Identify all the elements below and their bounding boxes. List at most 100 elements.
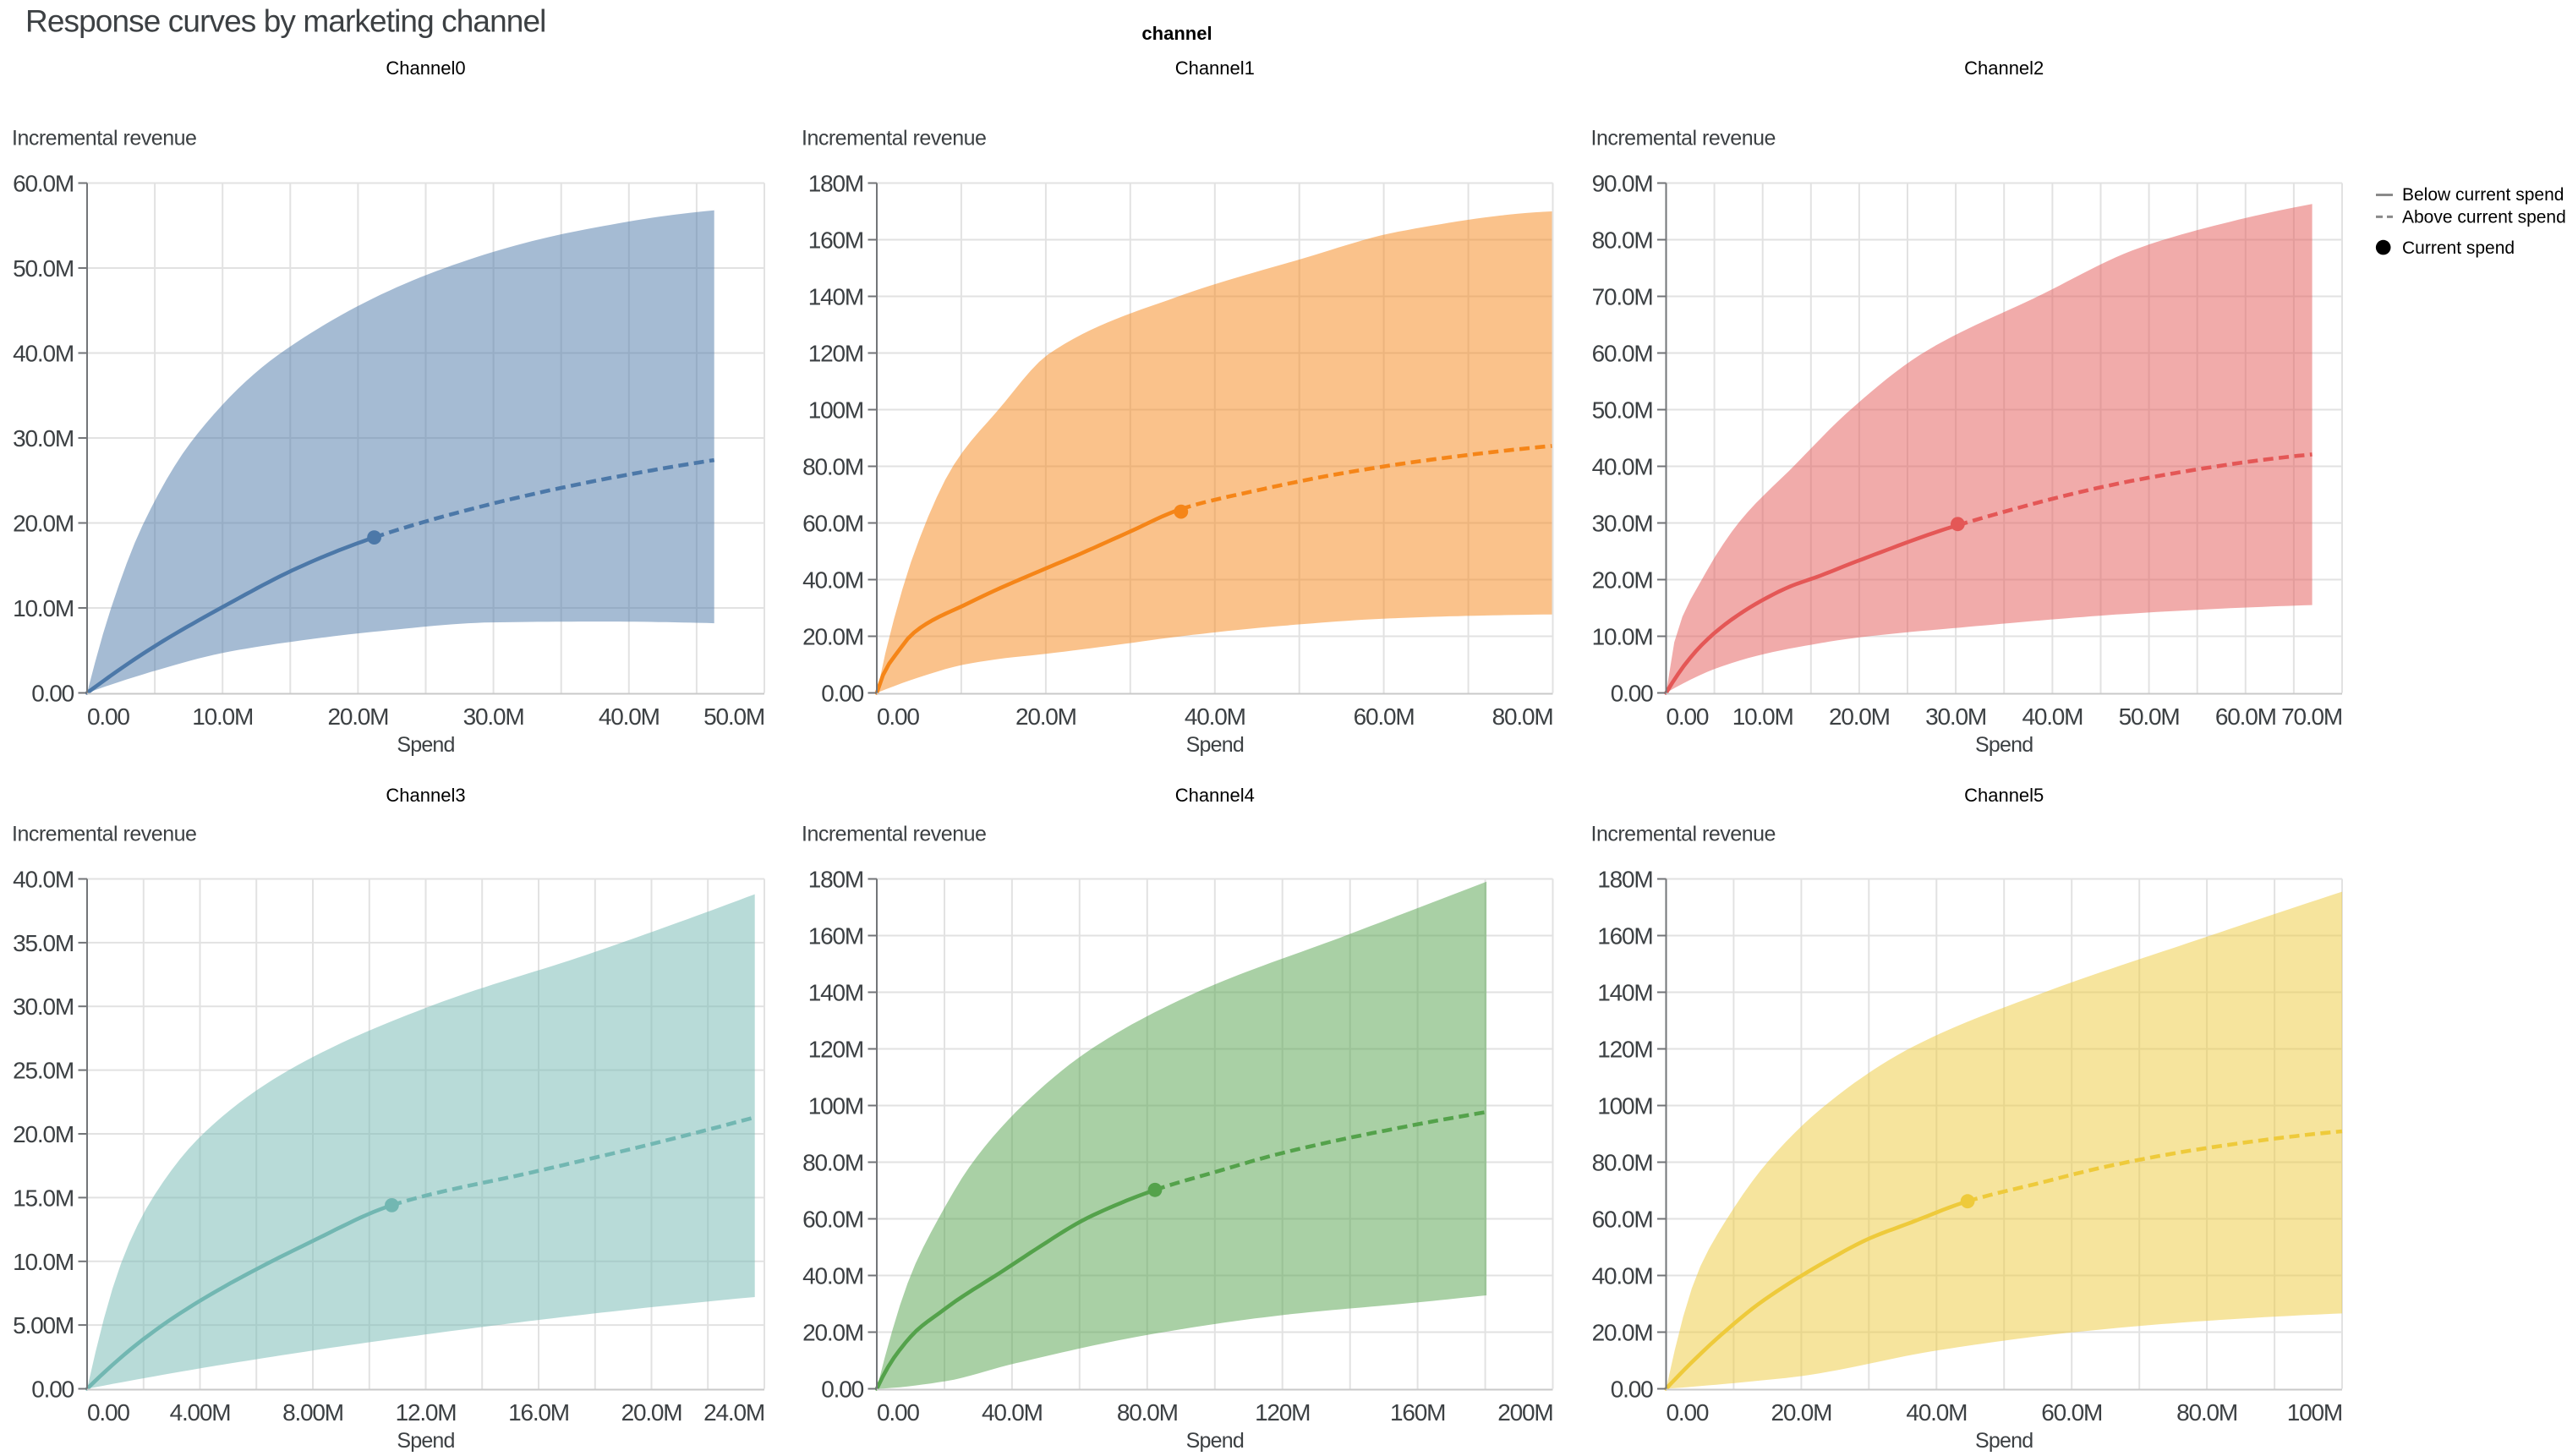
svg-text:Channel0: Channel0 <box>386 57 465 79</box>
svg-text:50.0M: 50.0M <box>1592 397 1653 424</box>
svg-text:Incremental revenue: Incremental revenue <box>802 823 986 846</box>
svg-text:Incremental revenue: Incremental revenue <box>802 127 986 151</box>
svg-text:80.0M: 80.0M <box>1492 703 1553 730</box>
svg-text:16.0M: 16.0M <box>508 1399 569 1426</box>
svg-text:4.00M: 4.00M <box>170 1399 231 1426</box>
svg-text:40.0M: 40.0M <box>2022 703 2083 730</box>
svg-text:160M: 160M <box>808 923 863 950</box>
svg-text:0.00: 0.00 <box>1611 1377 1653 1403</box>
svg-text:40.0M: 40.0M <box>802 567 863 594</box>
svg-text:10.0M: 10.0M <box>1592 624 1653 650</box>
svg-text:60.0M: 60.0M <box>2215 703 2276 730</box>
svg-text:Response curves by marketing c: Response curves by marketing channel <box>25 4 545 39</box>
svg-text:80.0M: 80.0M <box>1592 1150 1653 1176</box>
svg-text:40.0M: 40.0M <box>802 1263 863 1289</box>
svg-text:200M: 200M <box>1497 1399 1552 1426</box>
svg-text:0.00: 0.00 <box>31 1377 74 1403</box>
svg-text:140M: 140M <box>808 284 863 310</box>
svg-text:Spend: Spend <box>1186 1429 1244 1453</box>
svg-text:0.00: 0.00 <box>87 703 129 730</box>
svg-text:Spend: Spend <box>1975 1429 2033 1453</box>
svg-text:180M: 180M <box>808 867 863 893</box>
svg-text:0.00: 0.00 <box>877 1399 919 1426</box>
svg-text:Channel1: Channel1 <box>1175 57 1255 79</box>
svg-text:40.0M: 40.0M <box>599 703 660 730</box>
svg-text:80.0M: 80.0M <box>1592 227 1653 254</box>
svg-text:180M: 180M <box>808 171 863 197</box>
svg-text:20.0M: 20.0M <box>802 1320 863 1346</box>
svg-text:Channel2: Channel2 <box>1964 57 2044 79</box>
svg-text:30.0M: 30.0M <box>1925 703 1986 730</box>
svg-text:5.00M: 5.00M <box>13 1312 74 1338</box>
svg-text:20.0M: 20.0M <box>1592 1320 1653 1346</box>
svg-text:channel: channel <box>1141 23 1212 44</box>
svg-text:160M: 160M <box>1390 1399 1445 1426</box>
svg-text:60.0M: 60.0M <box>1354 703 1415 730</box>
svg-text:180M: 180M <box>1597 867 1652 893</box>
svg-text:30.0M: 30.0M <box>463 703 524 730</box>
svg-text:0.00: 0.00 <box>821 1377 863 1403</box>
svg-text:80.0M: 80.0M <box>2176 1399 2237 1426</box>
svg-text:100M: 100M <box>2287 1399 2342 1426</box>
svg-text:0.00: 0.00 <box>1667 703 1709 730</box>
svg-text:60.0M: 60.0M <box>1592 341 1653 367</box>
svg-text:Spend: Spend <box>1975 733 2033 757</box>
svg-text:20.0M: 20.0M <box>13 511 74 537</box>
svg-text:30.0M: 30.0M <box>1592 511 1653 537</box>
svg-text:20.0M: 20.0M <box>1771 1399 1831 1426</box>
svg-text:Spend: Spend <box>1186 733 1244 757</box>
svg-text:40.0M: 40.0M <box>1592 454 1653 480</box>
svg-text:120M: 120M <box>1597 1037 1652 1063</box>
svg-text:70.0M: 70.0M <box>1592 284 1653 310</box>
svg-text:60.0M: 60.0M <box>2041 1399 2102 1426</box>
svg-text:40.0M: 40.0M <box>1592 1263 1653 1289</box>
svg-text:120M: 120M <box>808 1037 863 1063</box>
svg-text:10.0M: 10.0M <box>13 1249 74 1275</box>
svg-text:Incremental revenue: Incremental revenue <box>1591 127 1776 151</box>
svg-text:Channel5: Channel5 <box>1964 785 2044 806</box>
svg-text:Channel4: Channel4 <box>1175 785 1255 806</box>
svg-text:12.0M: 12.0M <box>396 1399 457 1426</box>
svg-text:40.0M: 40.0M <box>1906 1399 1967 1426</box>
svg-text:20.0M: 20.0M <box>802 624 863 650</box>
svg-text:10.0M: 10.0M <box>1732 703 1793 730</box>
svg-text:20.0M: 20.0M <box>1592 567 1653 594</box>
svg-text:60.0M: 60.0M <box>802 1207 863 1233</box>
svg-text:40.0M: 40.0M <box>1185 703 1245 730</box>
svg-text:10.0M: 10.0M <box>13 595 74 621</box>
svg-text:90.0M: 90.0M <box>1592 171 1653 197</box>
svg-text:Above current spend: Above current spend <box>2402 207 2566 227</box>
svg-text:100M: 100M <box>1597 1093 1652 1119</box>
svg-text:35.0M: 35.0M <box>13 930 74 956</box>
svg-text:80.0M: 80.0M <box>802 454 863 480</box>
svg-text:Incremental revenue: Incremental revenue <box>12 127 196 151</box>
svg-text:Incremental revenue: Incremental revenue <box>12 823 196 846</box>
svg-text:24.0M: 24.0M <box>703 1399 764 1426</box>
svg-text:20.0M: 20.0M <box>1015 703 1076 730</box>
svg-text:25.0M: 25.0M <box>13 1058 74 1084</box>
svg-text:60.0M: 60.0M <box>802 511 863 537</box>
svg-text:10.0M: 10.0M <box>192 703 253 730</box>
svg-text:100M: 100M <box>808 397 863 424</box>
svg-text:Current spend: Current spend <box>2402 238 2515 258</box>
svg-text:0.00: 0.00 <box>31 681 74 707</box>
svg-text:Spend: Spend <box>397 733 454 757</box>
svg-text:70.0M: 70.0M <box>2281 703 2342 730</box>
svg-text:30.0M: 30.0M <box>13 993 74 1020</box>
svg-text:15.0M: 15.0M <box>13 1185 74 1211</box>
svg-text:120M: 120M <box>808 341 863 367</box>
svg-text:Incremental revenue: Incremental revenue <box>1591 823 1776 846</box>
svg-text:40.0M: 40.0M <box>982 1399 1043 1426</box>
svg-text:140M: 140M <box>1597 980 1652 1006</box>
svg-text:Channel3: Channel3 <box>386 785 465 806</box>
svg-text:0.00: 0.00 <box>877 703 919 730</box>
svg-text:50.0M: 50.0M <box>703 703 764 730</box>
svg-text:120M: 120M <box>1255 1399 1310 1426</box>
svg-text:20.0M: 20.0M <box>1829 703 1890 730</box>
svg-text:50.0M: 50.0M <box>2119 703 2180 730</box>
svg-text:0.00: 0.00 <box>1611 681 1653 707</box>
svg-text:80.0M: 80.0M <box>1117 1399 1178 1426</box>
svg-text:20.0M: 20.0M <box>621 1399 682 1426</box>
svg-text:0.00: 0.00 <box>87 1399 129 1426</box>
svg-text:160M: 160M <box>808 227 863 254</box>
